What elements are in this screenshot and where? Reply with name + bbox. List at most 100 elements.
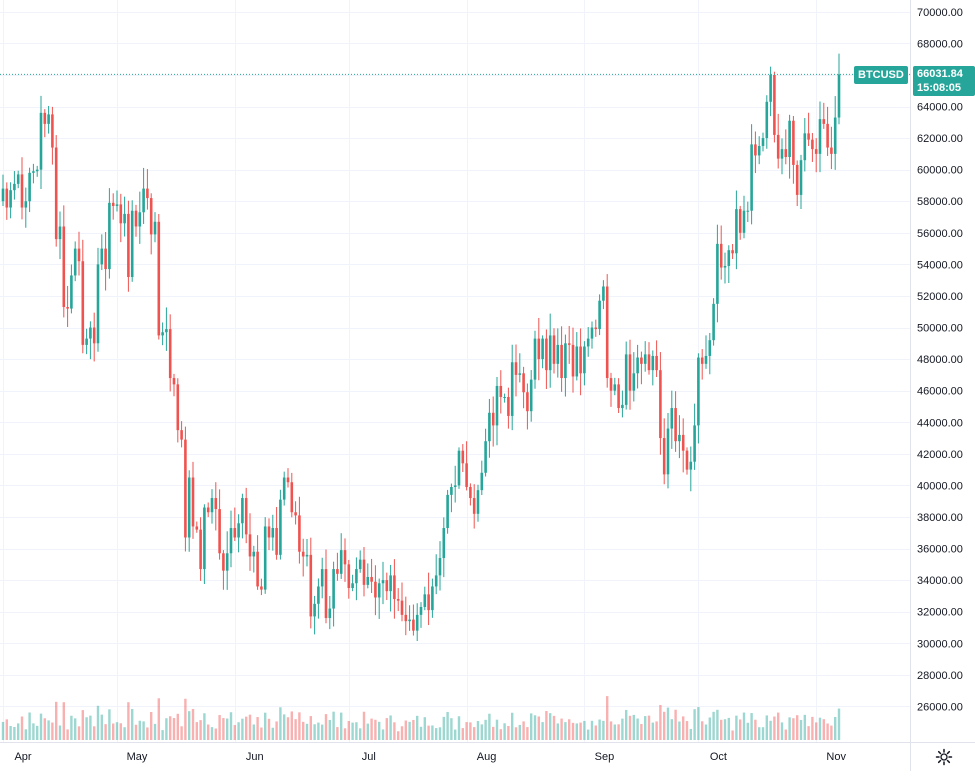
volume-bar [305, 723, 309, 740]
volume-bar [47, 720, 50, 740]
candle-body [286, 477, 290, 483]
candle-body [222, 553, 225, 571]
volume-bar [712, 711, 715, 740]
candle-body [419, 606, 423, 615]
candle-body [184, 439, 187, 538]
volume-bar [788, 717, 791, 740]
candle-body [503, 396, 506, 398]
volume-bar [697, 707, 700, 740]
volume-bar [397, 731, 400, 740]
candle-body [548, 335, 552, 371]
chart-pane[interactable] [0, 0, 910, 742]
candle-body [13, 183, 16, 191]
candle-body [586, 338, 590, 347]
volume-bar [499, 729, 502, 740]
volume-bar [663, 711, 666, 740]
candle-body [225, 553, 229, 571]
volume-bar [226, 718, 229, 740]
time-tick-label: Sep [595, 751, 615, 763]
volume-bar [784, 729, 787, 740]
candle-body [833, 117, 837, 154]
price-axis[interactable]: 26000.00 28000.00 30000.00 32000.00 34000.00… [910, 0, 975, 742]
volume-bar [343, 728, 347, 740]
volume-bar [636, 718, 639, 740]
candle-body [541, 338, 544, 360]
time-tick-label: Nov [826, 751, 846, 763]
volume-bar [693, 709, 696, 740]
volume-bar [484, 719, 487, 740]
candle-body [727, 250, 731, 266]
volume-bar [541, 722, 544, 740]
volume-bar [739, 719, 742, 740]
candle-body [199, 529, 202, 570]
volume-bar [374, 719, 377, 740]
volume-bar [131, 708, 134, 740]
candle-body [533, 338, 537, 380]
candlestick-chart[interactable] [0, 0, 910, 742]
volume-bar [488, 713, 491, 740]
volume-bar [564, 722, 567, 740]
volume-bar [188, 711, 191, 740]
volume-bar [85, 717, 88, 740]
volume-bar [503, 723, 506, 740]
candle-body [298, 515, 301, 552]
candle-body [176, 384, 180, 431]
volume-bar [799, 719, 803, 740]
volume-bar [666, 707, 670, 740]
candle-body [336, 569, 339, 574]
volume-bar [43, 718, 46, 740]
volume-bar [17, 723, 20, 740]
volume-bar [408, 721, 411, 740]
volume-bar [461, 728, 464, 740]
volume-bar [62, 702, 65, 740]
candle-body [237, 523, 240, 538]
volume-bar [480, 724, 483, 740]
volume-bar [70, 715, 73, 740]
volume-bar [389, 715, 392, 740]
candle-body [590, 327, 594, 339]
volume-bar [796, 715, 799, 740]
candle-body [115, 204, 119, 206]
volume-bar [419, 726, 423, 740]
volume-bar [617, 724, 620, 740]
candle-body [442, 528, 446, 559]
volume-bar [93, 726, 96, 740]
candle-body [529, 379, 533, 412]
volume-bar [469, 722, 472, 740]
candle-body [85, 338, 88, 345]
candle-body [35, 169, 39, 172]
volume-bar [674, 709, 677, 740]
volume-bar [203, 713, 206, 740]
volume-bar [552, 715, 556, 740]
candle-body [655, 355, 658, 371]
candle-body [358, 559, 362, 570]
price-tick-label: 40000.00 [917, 480, 963, 492]
candle-body [404, 614, 408, 622]
chart-settings-button[interactable] [910, 742, 975, 771]
candle-body [837, 74, 841, 118]
volume-bar [625, 709, 628, 740]
candle-body [693, 425, 696, 462]
candle-body [769, 74, 772, 102]
candle-body [746, 210, 750, 212]
time-axis[interactable]: Apr May Jun Jul Aug Sep Oct Nov [0, 742, 910, 771]
candle-body [305, 554, 309, 557]
volume-bar [765, 715, 768, 740]
candle-body [20, 174, 24, 208]
candle-body [697, 357, 700, 426]
candle-body [172, 378, 176, 385]
candle-body [157, 221, 161, 336]
candle-body [518, 373, 522, 375]
volume-bar [332, 711, 335, 740]
time-tick-label: Aug [477, 751, 497, 763]
volume-bar [689, 728, 692, 740]
candle-body [9, 190, 12, 208]
price-tick-label: 68000.00 [917, 38, 963, 50]
candle-body [28, 172, 31, 202]
volume-bar [370, 718, 373, 740]
volume-bar [830, 725, 833, 740]
candle-body [92, 327, 96, 344]
candle-body [446, 494, 449, 529]
candle-body [47, 114, 50, 124]
candle-body [423, 594, 427, 607]
